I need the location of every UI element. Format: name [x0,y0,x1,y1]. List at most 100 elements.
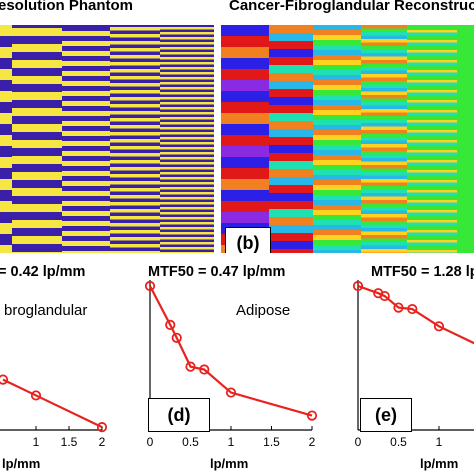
phantom-bar [0,113,12,124]
xlabel-c: lp/mm [2,456,41,471]
phantom-b-bar [407,90,457,93]
phantom-b-bar [407,92,457,96]
phantom-b-bar [361,119,407,124]
phantom-b-bar [361,116,407,120]
phantom-bar [160,147,214,150]
phantom-b-bar [361,158,407,162]
phantom-bar [160,82,214,85]
phantom-b-bar [407,27,457,31]
phantom-b-bar [361,32,407,36]
phantom-b-bar [407,67,457,71]
phantom-bar [62,181,110,186]
phantom-bar [12,236,62,244]
phantom-bar [160,52,214,55]
x-tick-label: 0 [147,435,154,449]
phantom-bar [160,32,214,35]
phantom-b-bar [407,160,457,163]
phantom-b-bar [313,75,361,81]
phantom-bar [160,67,214,70]
phantom-b-bar [361,102,407,106]
phantom-bar [62,171,110,176]
phantom-b-bar [407,180,457,183]
phantom-b-bar [269,249,313,253]
phantom-b-bar [361,175,407,180]
phantom-b-bar [313,185,361,191]
phantom-b-bar [313,85,361,91]
phantom-b-bar [269,241,313,250]
phantom-b-bar [407,157,457,161]
phantom-bar [160,182,214,185]
phantom-b-bar [407,165,457,168]
phantom-b-bar [361,182,407,187]
phantom-b-bar [361,161,407,166]
phantom-bar [110,104,160,108]
phantom-bar [62,231,110,236]
phantom-b-bar [269,201,313,210]
phantom-b-bar [407,250,457,253]
phantom-b-bar [269,185,313,194]
phantom-bar [160,97,214,100]
cancer-fibroglandular-image: (b) [221,25,474,253]
phantom-b-bar [313,150,361,156]
phantom-b-bar [361,77,407,82]
mtf-point [171,332,182,343]
phantom-b-bar [361,105,407,110]
panel-tag-b: (b) [225,227,271,253]
mtf-point [0,374,9,385]
phantom-b-bar [407,175,457,178]
phantom-b-bar [407,80,457,83]
phantom-bar [160,42,214,45]
phantom-b-bar [221,58,269,70]
phantom-b-bar [407,197,457,201]
phantom-bar [160,222,214,225]
phantom-b-bar [269,145,313,154]
phantom-b-bar [407,65,457,68]
mtf-point [185,361,196,372]
phantom-b-bar [361,144,407,148]
mtf-point [393,302,404,313]
phantom-bar [160,57,214,60]
phantom-bar [160,92,214,95]
phantom-b-bar [313,50,361,56]
phantom-bar [160,232,214,235]
phantom-b-bar [407,107,457,111]
x-tick-label: 0.5 [390,435,407,449]
mtf-curve [149,285,313,417]
phantom-b-bar [221,146,269,158]
phantom-b-bar [361,98,407,103]
phantom-b-bar [313,130,361,136]
phantom-bar [0,47,12,58]
phantom-b-bar [269,193,313,202]
phantom-b-bar [361,193,407,197]
phantom-b-bar [407,232,457,236]
phantom-bar [0,201,12,212]
phantom-b-bar [221,201,269,213]
phantom-b-bar [221,91,269,103]
phantom-bar [62,91,110,96]
phantom-bar [160,27,214,30]
phantom-bar [110,216,160,220]
phantom-b-bar [407,225,457,228]
phantom-bar [110,209,160,213]
phantom-b-bar [407,77,457,81]
phantom-b-bar [407,215,457,218]
phantom-b-bar [407,87,457,91]
phantom-b-bar [313,90,361,96]
phantom-b-bar [407,137,457,141]
phantom-bar [0,223,12,234]
phantom-bar [110,27,160,31]
phantom-b-bar [407,200,457,203]
phantom-b-bar [407,172,457,176]
phantom-bar [62,81,110,86]
phantom-bar [12,108,62,116]
phantom-bar [160,162,214,165]
phantom-bar [62,51,110,56]
phantom-b-bar [407,50,457,53]
phantom-bar [160,137,214,140]
mtf-point [352,280,364,292]
phantom-bar [160,62,214,65]
phantom-b-bar [407,82,457,86]
cancer-fibroglandular-bars [221,25,474,253]
phantom-b-bar [361,109,407,113]
phantom-b-bar [407,237,457,241]
